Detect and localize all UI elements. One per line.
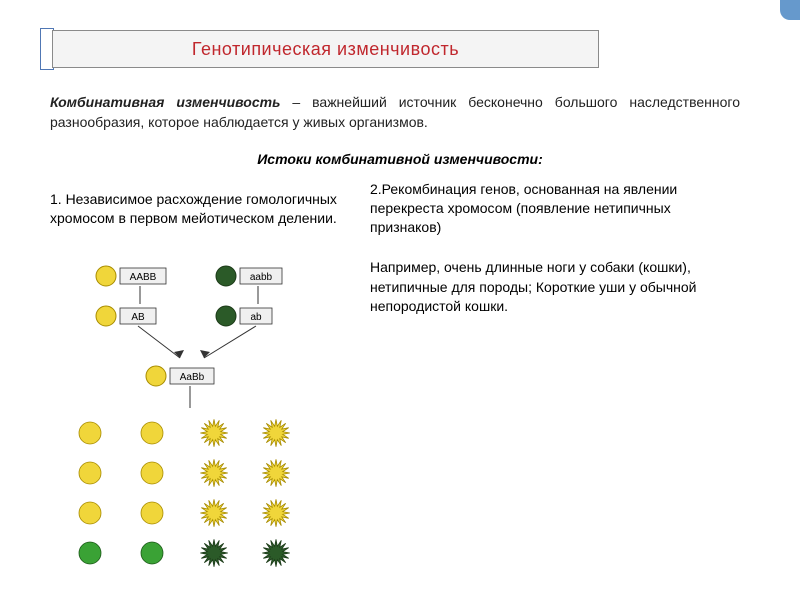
label-g2: ab [250, 312, 262, 323]
page-curl [780, 0, 800, 20]
punnett-diagram: .ln{stroke:#333333;stroke-width:1;} .arr… [50, 258, 340, 588]
intro-paragraph: Комбинативная изменчивость – важнейший и… [50, 92, 740, 133]
intro-bold: Комбинативная изменчивость [50, 94, 280, 110]
point-2: 2.Рекомбинация генов, основанная на явле… [370, 180, 740, 237]
label-p2: aabb [250, 272, 273, 283]
example-text: Например, очень длинные ноги у собаки (к… [370, 258, 730, 317]
point-1: 1. Независимое расхождение гомологичных … [50, 190, 340, 228]
title-bar: Генотипическая изменчивость [52, 30, 599, 68]
title-text: Генотипическая изменчивость [192, 39, 459, 60]
slide: Генотипическая изменчивость Комбинативна… [0, 0, 800, 600]
label-p1: AABB [130, 272, 157, 283]
label-f1: AaBb [180, 372, 205, 383]
subtitle: Истоки комбинативной изменчивости: [250, 150, 550, 168]
label-g1: AB [131, 312, 145, 323]
